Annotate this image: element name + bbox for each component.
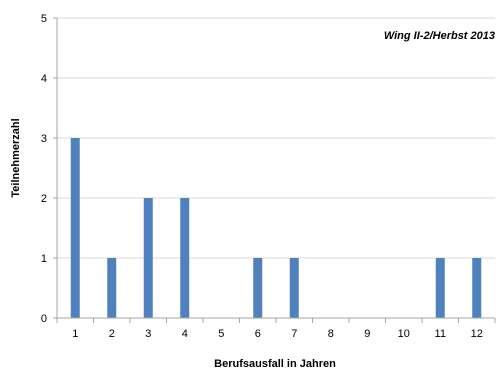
x-tick-label: 3 [145,328,151,340]
x-tick-label: 10 [398,328,410,340]
x-tick-label: 7 [291,328,297,340]
bar [253,258,263,318]
x-tick-label: 5 [218,328,224,340]
bar [472,258,482,318]
bar [107,258,117,318]
gridlines [57,17,495,259]
y-tick-label: 4 [41,73,47,85]
bar [143,198,153,318]
x-tick-label: 1 [72,328,78,340]
x-tick-label: 2 [109,328,115,340]
bar [435,258,445,318]
x-axis-title: Berufsausfall in Jahren [214,358,336,370]
bar [180,198,190,318]
x-tick-label: 9 [364,328,370,340]
bars [70,138,482,318]
x-tick-labels: 1 2 3 4 5 6 7 8 9 10 11 12 [72,328,483,340]
axes [53,17,496,323]
bar [289,258,299,318]
x-tick-label: 11 [435,328,446,340]
bar [70,138,80,318]
y-tick-label: 0 [41,313,47,325]
x-tick-label: 6 [255,328,261,340]
y-tick-label: 3 [41,133,47,145]
y-tick-label: 2 [41,193,47,205]
y-tick-labels: 0 1 2 3 4 5 [41,13,47,325]
y-axis-title: Teilnehmerzahl [10,118,22,197]
x-tick-label: 4 [182,328,188,340]
y-tick-label: 1 [41,253,47,265]
x-tick-label: 12 [471,328,483,340]
y-tick-label: 5 [41,13,47,25]
chart-annotation: Wing II-2/Herbst 2013 [384,30,495,42]
x-tick-label: 8 [328,328,334,340]
